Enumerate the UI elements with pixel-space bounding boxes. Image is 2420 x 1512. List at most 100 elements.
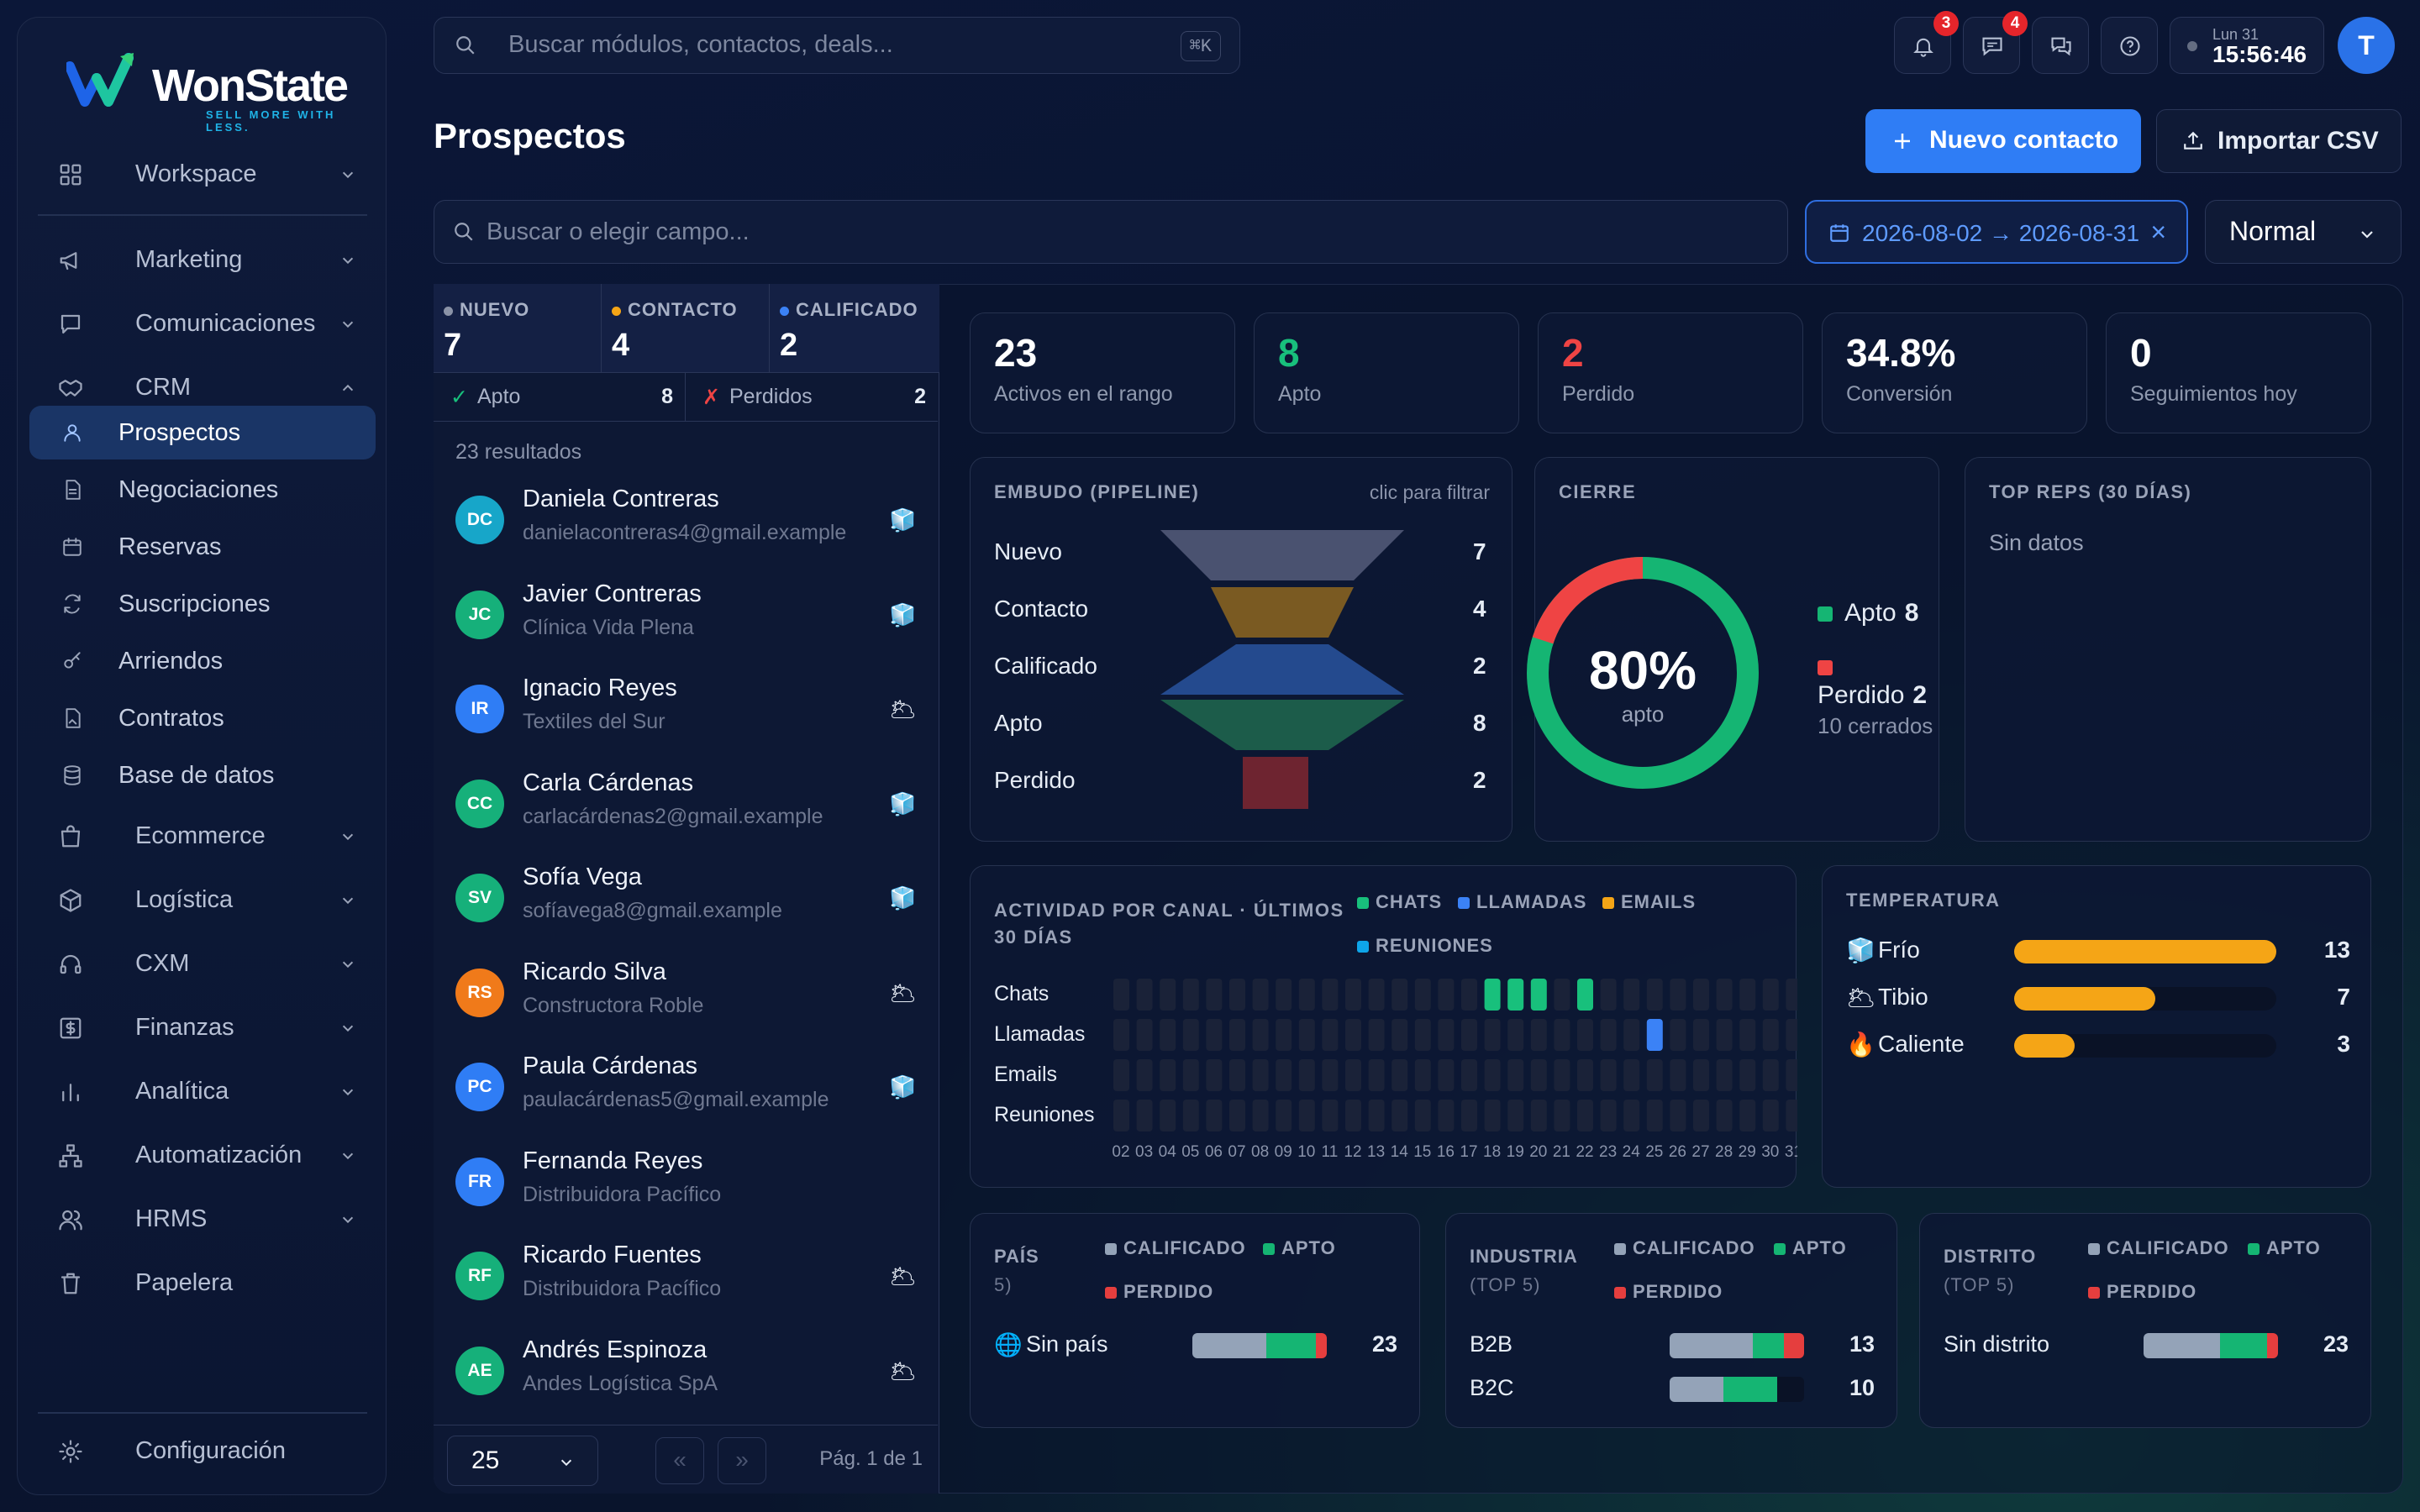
- sidebar-item-arriendos[interactable]: Arriendos: [29, 634, 376, 688]
- activity-day-label: 24: [1623, 1143, 1641, 1161]
- activity-cell: [1298, 979, 1315, 1011]
- conversations-button[interactable]: [2032, 17, 2089, 74]
- settings-link[interactable]: Configuración: [29, 1424, 376, 1478]
- temperature-row-tibio[interactable]: 🌥 Tibio 7: [1846, 980, 2350, 1014]
- activity-cell: [1530, 1100, 1547, 1131]
- stage-tab-contacto[interactable]: CONTACTO 4: [602, 284, 770, 373]
- sidebar-item-reservas[interactable]: Reservas: [29, 520, 376, 574]
- lead-row[interactable]: RF Ricardo Fuentes Distribuidora Pacífico 🌥: [434, 1231, 938, 1326]
- stage-tab-nuevo[interactable]: NUEVO 7: [434, 284, 602, 373]
- view-mode-select[interactable]: Normal: [2205, 200, 2402, 264]
- bar-segment-apto: [2220, 1333, 2268, 1358]
- breakdown-row[interactable]: B2B 13: [1470, 1328, 1875, 1362]
- breakdown-row[interactable]: Sin distrito 23: [1944, 1328, 2349, 1362]
- logo-text: WonState: [152, 60, 349, 111]
- activity-day-label: 05: [1181, 1143, 1199, 1161]
- nav-group-workspace[interactable]: Workspace: [29, 147, 376, 201]
- page-size-select[interactable]: 25: [447, 1436, 598, 1486]
- breakdown-card: INDUSTRIA (TOP 5) CALIFICADO APTO PERDIDO B2B…: [1445, 1213, 1897, 1428]
- date-range-filter[interactable]: 2026-08-02 → 2026-08-31 ×: [1805, 200, 2188, 264]
- nav-group-automatización[interactable]: Automatización: [29, 1128, 376, 1182]
- breakdown-legend-calificado: CALIFICADO: [2088, 1237, 2229, 1259]
- kpi-card: 34.8% Conversión: [1822, 312, 2087, 433]
- activity-cell: [1762, 1100, 1779, 1131]
- lead-row[interactable]: DC Daniela Contreras danielacontreras4@gma…: [434, 475, 938, 570]
- temperature-count: 3: [2337, 1031, 2350, 1057]
- activity-cell: [1530, 1019, 1547, 1051]
- lead-name: Javier Contreras: [523, 580, 702, 607]
- sidebar-item-prospectos[interactable]: Prospectos: [29, 406, 376, 459]
- stage-tab-calificado[interactable]: CALIFICADO 2: [770, 284, 939, 373]
- import-csv-button[interactable]: Importar CSV: [2156, 109, 2402, 173]
- kpi-label: Perdido: [1562, 382, 1635, 406]
- nav-group-papelera[interactable]: Papelera: [29, 1256, 376, 1310]
- activity-cell: [1229, 1019, 1245, 1051]
- activity-cell: [1392, 1100, 1408, 1131]
- activity-legend-reuniones: REUNIONES: [1357, 935, 1493, 957]
- breakdown-row[interactable]: B2C 10: [1470, 1372, 1875, 1405]
- nav-group-analítica[interactable]: Analítica: [29, 1064, 376, 1118]
- funnel-row-nuevo[interactable]: Nuevo 7: [994, 538, 1498, 565]
- field-search-input[interactable]: Buscar o elegir campo...: [434, 200, 1788, 264]
- funnel-row-calificado[interactable]: Calificado 2: [994, 653, 1498, 680]
- page-size-value: 25: [471, 1446, 500, 1474]
- lead-row[interactable]: SV Sofía Vega sofíavega8@gmail.example 🧊: [434, 853, 938, 948]
- notifications-button[interactable]: 3: [1894, 11, 1959, 74]
- activity-legend-emails: EMAILS: [1602, 891, 1696, 913]
- prev-page-button[interactable]: «: [655, 1437, 704, 1484]
- activity-cell: [1182, 979, 1199, 1011]
- calendar-icon: [63, 538, 82, 556]
- nav-group-crm[interactable]: CRM: [29, 360, 376, 414]
- sidebar-item-label: Contratos: [118, 705, 224, 732]
- nav-group-logística[interactable]: Logística: [29, 873, 376, 927]
- bar-segment-apto: [1266, 1333, 1317, 1358]
- new-contact-button[interactable]: Nuevo contacto: [1865, 109, 2141, 173]
- funnel-row-perdido[interactable]: Perdido 2: [994, 767, 1498, 794]
- lead-subtitle: carlacárdenas2@gmail.example: [523, 804, 823, 828]
- nav-group-finanzas[interactable]: Finanzas: [29, 1000, 376, 1054]
- lead-row[interactable]: RS Ricardo Silva Constructora Roble 🌥: [434, 948, 938, 1042]
- temperature-row-frío[interactable]: 🧊 Frío 13: [1846, 933, 2350, 967]
- activity-cell: [1484, 979, 1501, 1011]
- sidebar-item-contratos[interactable]: Contratos: [29, 691, 376, 745]
- activity-cell: [1762, 979, 1779, 1011]
- chevron-down-icon: [342, 1152, 354, 1160]
- clock-time: 15:56:46: [2212, 41, 2307, 67]
- messages-button[interactable]: 4: [1963, 11, 2028, 74]
- lead-subtitle: paulacárdenas5@gmail.example: [523, 1088, 829, 1111]
- funnel-row-apto[interactable]: Apto 8: [994, 710, 1498, 737]
- sidebar-item-base-de-datos[interactable]: Base de datos: [29, 748, 376, 802]
- nav-group-comunicaciones[interactable]: Comunicaciones: [29, 297, 376, 350]
- nav-group-marketing[interactable]: Marketing: [29, 233, 376, 286]
- refresh-icon: [64, 594, 81, 614]
- legend-swatch: [2248, 1243, 2260, 1256]
- nav-group-cxm[interactable]: CXM: [29, 937, 376, 990]
- lead-name: Fernanda Reyes: [523, 1147, 703, 1174]
- outcome-tab-apto[interactable]: ✓ Apto 8: [434, 373, 686, 422]
- lead-row[interactable]: CC Carla Cárdenas carlacárdenas2@gmail.exa…: [434, 759, 938, 853]
- outcome-tab-perdidos[interactable]: ✗ Perdidos 2: [686, 373, 938, 422]
- brand-logo[interactable]: WonState SELL MORE WITH LESS.: [66, 41, 369, 134]
- lead-row[interactable]: FR Fernanda Reyes Distribuidora Pacífico: [434, 1137, 938, 1231]
- next-page-button[interactable]: »: [718, 1437, 766, 1484]
- user-avatar[interactable]: T: [2338, 17, 2395, 74]
- nav-group-ecommerce[interactable]: Ecommerce: [29, 809, 376, 863]
- lead-row[interactable]: JC Javier Contreras Clínica Vida Plena 🧊: [434, 570, 938, 664]
- lead-name: Andrés Espinoza: [523, 1336, 708, 1363]
- sidebar-item-label: Negociaciones: [118, 476, 279, 503]
- lead-row[interactable]: PC Paula Cárdenas paulacárdenas5@gmail.exa…: [434, 1042, 938, 1137]
- lead-row[interactable]: IR Ignacio Reyes Textiles del Sur 🌥: [434, 664, 938, 759]
- sidebar-item-suscripciones[interactable]: Suscripciones: [29, 577, 376, 631]
- funnel-row-contacto[interactable]: Contacto 4: [994, 596, 1498, 622]
- lead-row[interactable]: AE Andrés Espinoza Andes Logística SpA 🌥: [434, 1326, 938, 1420]
- temperature-row-caliente[interactable]: 🔥 Caliente 3: [1846, 1027, 2350, 1061]
- lead-subtitle: Textiles del Sur: [523, 710, 666, 733]
- global-search-input[interactable]: Buscar módulos, contactos, deals... ⌘K: [434, 17, 1240, 74]
- nav-group-hrms[interactable]: HRMS: [29, 1192, 376, 1246]
- clear-date-icon[interactable]: ×: [2150, 217, 2166, 247]
- sidebar-item-negociaciones[interactable]: Negociaciones: [29, 463, 376, 517]
- help-button[interactable]: [2101, 17, 2158, 74]
- lead-name: Ignacio Reyes: [523, 675, 677, 701]
- activity-cell: [1554, 1059, 1570, 1091]
- breakdown-row[interactable]: Sin país 🌐 23: [994, 1328, 1397, 1362]
